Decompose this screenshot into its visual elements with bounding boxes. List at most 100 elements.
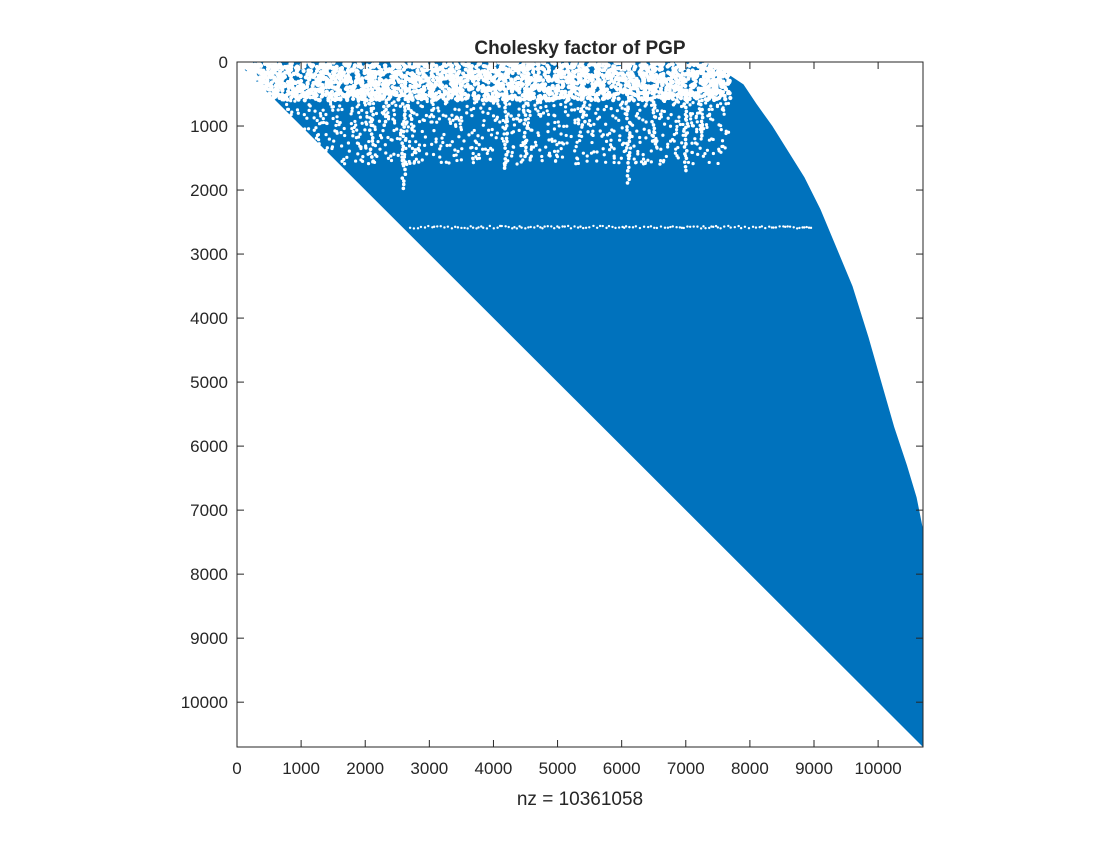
sparse-column-hole <box>523 113 528 117</box>
sparse-column-hole <box>383 89 388 94</box>
sparse-hole <box>646 69 651 74</box>
sparse-hole <box>701 154 705 158</box>
sparse-column-hole <box>503 160 508 165</box>
sparse-hole <box>646 158 650 162</box>
sparse-hole <box>528 113 532 117</box>
sparse-hole <box>479 106 483 110</box>
sparse-column-hole <box>506 150 510 154</box>
sparse-hole <box>559 132 563 136</box>
sparse-row-hole <box>557 226 561 229</box>
sparse-hole <box>556 149 560 153</box>
sparse-column-hole <box>367 82 372 87</box>
sparse-hole <box>572 95 578 100</box>
sparse-hole <box>527 62 533 67</box>
sparse-row-hole <box>416 227 420 230</box>
sparse-hole <box>417 120 422 124</box>
sparse-hole <box>483 90 488 96</box>
sparse-hole <box>560 79 565 84</box>
sparse-hole <box>548 154 552 158</box>
sparse-hole <box>695 142 699 146</box>
sparse-hole <box>346 141 351 145</box>
sparse-row-hole <box>801 226 804 229</box>
sparse-hole <box>557 95 562 100</box>
sparse-hole <box>694 69 700 75</box>
sparse-hole <box>705 125 709 130</box>
sparse-hole <box>664 154 668 159</box>
sparse-hole <box>534 107 538 111</box>
sparse-hole <box>339 69 344 74</box>
sparse-hole <box>376 69 382 74</box>
sparse-hole <box>356 142 361 146</box>
sparse-row-hole <box>477 226 480 229</box>
sparse-hole <box>389 154 393 158</box>
sparse-hole <box>343 133 347 138</box>
sparse-hole <box>463 67 468 72</box>
sparse-hole <box>519 77 524 82</box>
sparse-row-hole <box>553 227 556 230</box>
sparse-row-hole <box>803 226 806 229</box>
sparse-hole <box>690 141 694 145</box>
sparse-row-hole <box>655 226 659 230</box>
sparse-row-hole <box>807 226 811 229</box>
sparse-row-hole <box>666 226 670 229</box>
sparse-column-hole <box>369 132 374 136</box>
sparse-hole <box>555 153 559 157</box>
sparse-hole <box>457 118 461 122</box>
sparse-hole <box>511 145 515 149</box>
sparse-hole <box>376 82 381 87</box>
y-tick-label: 6000 <box>190 437 228 456</box>
sparse-row-hole <box>536 224 539 228</box>
sparse-hole <box>484 77 490 82</box>
sparse-hole <box>627 63 633 68</box>
sparse-hole <box>717 123 721 127</box>
sparse-hole <box>332 139 336 143</box>
sparse-hole <box>557 124 561 128</box>
sparse-hole <box>275 88 281 93</box>
sparse-column-hole <box>628 88 632 92</box>
sparse-hole <box>437 117 442 121</box>
sparse-hole <box>628 146 633 150</box>
sparse-hole <box>573 149 577 153</box>
sparse-column-hole <box>502 166 507 170</box>
sparse-hole <box>314 126 318 130</box>
sparse-row-hole <box>659 225 663 228</box>
sparse-hole <box>450 80 456 86</box>
sparse-hole <box>533 103 537 107</box>
sparse-row-hole <box>686 225 689 228</box>
sparse-hole <box>559 73 564 79</box>
sparse-hole <box>262 74 268 79</box>
sparse-hole <box>714 71 720 77</box>
sparse-hole <box>649 64 654 69</box>
sparse-hole <box>309 63 314 69</box>
sparse-hole <box>660 78 666 84</box>
sparse-row-hole <box>784 225 787 229</box>
sparse-column-hole <box>625 128 629 132</box>
sparse-hole <box>595 76 600 81</box>
sparse-hole <box>273 83 279 88</box>
sparse-hole <box>486 71 491 76</box>
sparse-hole <box>422 87 427 92</box>
sparse-hole <box>442 132 446 137</box>
sparse-row-hole <box>513 226 516 229</box>
sparse-hole <box>416 147 420 151</box>
sparse-hole <box>386 135 390 140</box>
sparse-row-hole <box>541 227 544 230</box>
sparse-hole <box>636 149 640 154</box>
sparse-column-hole <box>369 117 374 121</box>
sparse-hole <box>365 122 369 126</box>
sparse-hole <box>610 128 614 132</box>
sparse-hole <box>568 84 574 89</box>
x-tick-label: 10000 <box>854 759 901 778</box>
sparse-hole <box>425 99 429 104</box>
sparse-column-hole <box>370 139 375 143</box>
sparse-row-hole <box>524 227 527 230</box>
sparse-hole <box>338 80 343 85</box>
sparse-hole <box>496 62 501 65</box>
sparse-hole <box>572 108 577 112</box>
sparse-hole <box>647 77 652 82</box>
sparse-hole <box>632 92 637 97</box>
sparse-hole <box>383 143 387 147</box>
sparse-hole <box>531 86 536 92</box>
sparse-hole <box>533 79 538 84</box>
